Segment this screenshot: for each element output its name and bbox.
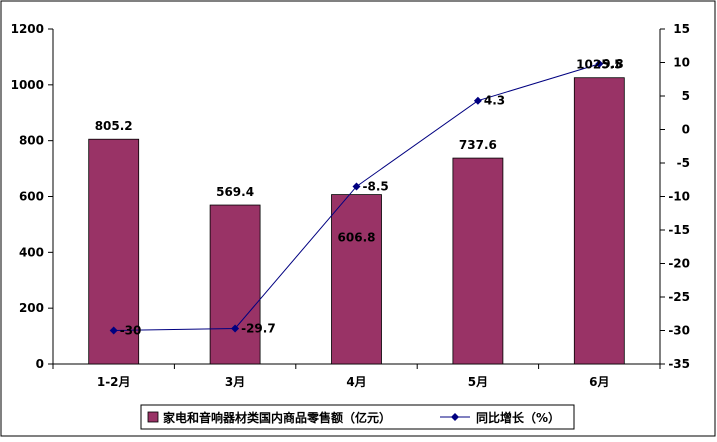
line-marker [109,326,118,335]
legend-bar-swatch [147,411,159,423]
y-right-tick-label: 15 [673,22,690,36]
y-left-tick-label: 0 [36,357,44,371]
bar [209,204,261,365]
line-value-label: -8.5 [363,179,389,193]
line-marker [473,96,482,105]
line-marker [231,324,240,333]
y-left-tick-label: 400 [19,245,44,259]
x-tick-label: 3月 [225,375,245,389]
line-value-label: -29.7 [241,321,276,335]
legend-line-label: 同比增长（%） [476,410,560,425]
y-left-tick-label: 1000 [11,78,44,92]
bar-value-label: 1025.5 [576,58,622,72]
line-marker [352,182,361,191]
y-right-tick-label: 0 [682,123,690,137]
bar-value-label: 569.4 [216,185,254,199]
x-tick-label: 6月 [589,375,609,389]
bar [452,157,504,365]
y-left-tick-label: 800 [19,134,44,148]
y-right-tick-label: -20 [668,257,690,271]
y-right-tick-label: 10 [673,56,690,70]
line-value-label: 9.8 [602,57,623,71]
bar [573,77,625,365]
axes: 0 200 400 600 800 1000 1200 -35 -30 -25 -20 -15 -10 -… [11,22,690,389]
line-value-label: 4.3 [484,94,505,108]
y-right-tick-label: -15 [668,223,690,237]
bar-value-label: 737.6 [459,138,497,152]
bar [331,194,382,365]
bar-value-label: 805.2 [95,119,133,133]
y-left-tick-label: 1200 [11,22,44,36]
y-right-tick-label: -10 [668,190,690,204]
x-tick-label: 1-2月 [97,375,131,389]
x-tick-label: 4月 [346,375,366,389]
legend: 家电和音响器材类国内商品零售额（亿元） 同比增长（%） [140,404,575,430]
y-left-tick-label: 600 [19,190,44,204]
line-marker [595,59,604,68]
y-right-tick-label: 5 [682,89,690,103]
legend-bar-label: 家电和音响器材类国内商品零售额（亿元） [163,410,391,425]
legend-box [140,404,575,430]
bar-value-label: 606.8 [338,231,376,245]
line-series [109,59,604,335]
y-right-tick-label: -25 [668,290,690,304]
y-right-tick-label: -30 [668,324,690,338]
y-right-tick-label: -5 [677,156,690,170]
data-labels: 805.2 569.4 606.8 737.6 1025.5 -30 -29.7 -8.5 4.… [95,57,624,338]
line-value-label: -30 [120,324,142,338]
bar-series [88,77,625,365]
y-right-tick-label: -35 [668,357,690,371]
y-left-tick-label: 200 [19,301,44,315]
x-tick-label: 5月 [468,375,488,389]
legend-line-marker [451,413,459,421]
